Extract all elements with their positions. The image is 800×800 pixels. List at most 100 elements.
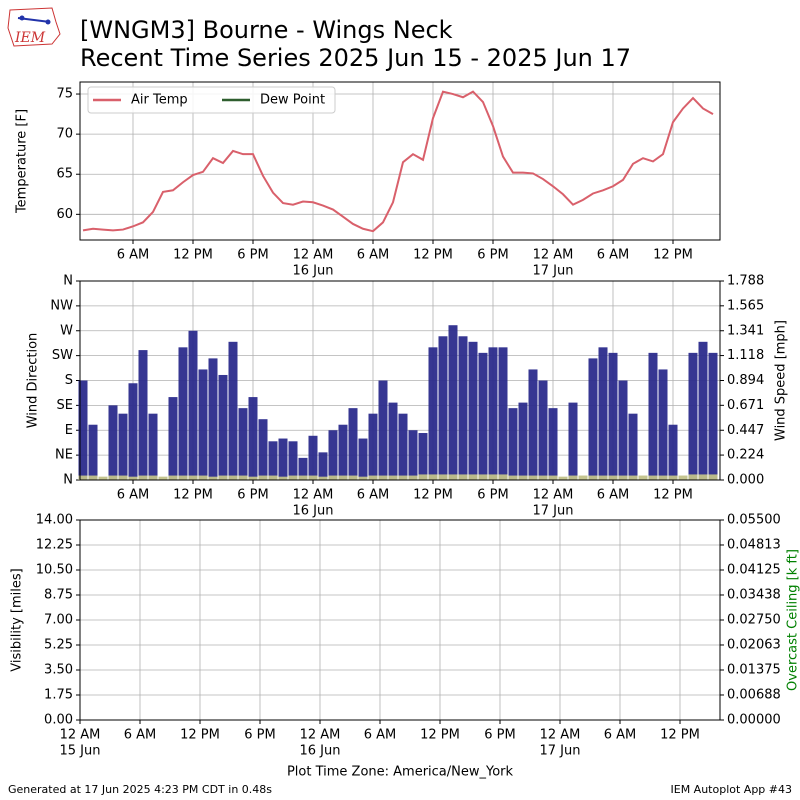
x-tick-date: 17 Jun	[540, 744, 581, 759]
x-tick-label: 6 AM	[117, 488, 150, 503]
bar	[338, 424, 348, 480]
logo-dot	[19, 15, 25, 21]
bar	[338, 475, 348, 480]
bar	[98, 476, 108, 480]
bar	[348, 408, 358, 480]
bar	[378, 475, 388, 480]
y-tick-label: 3.50	[44, 663, 73, 678]
bar	[148, 475, 158, 480]
bar	[308, 435, 318, 480]
bar	[438, 336, 448, 480]
x-tick-label: 12 PM	[413, 488, 453, 503]
x-tick-label: 6 PM	[477, 248, 508, 263]
bar	[648, 475, 658, 480]
bar	[598, 475, 608, 480]
bar	[528, 369, 538, 480]
x-tick-label: 6 AM	[117, 248, 150, 263]
x-tick-label: 6 AM	[364, 728, 397, 743]
x-tick-label: 12 AM	[293, 488, 334, 503]
bar	[618, 475, 628, 480]
series-line	[82, 90, 714, 233]
bar	[138, 350, 148, 480]
bar	[278, 476, 288, 480]
x-tick-label: 6 AM	[597, 488, 630, 503]
bar	[128, 383, 138, 480]
bar	[448, 474, 458, 480]
x-tick-label: 12 PM	[413, 248, 453, 263]
plot-frame	[79, 81, 721, 241]
y2-tick-label: 0.00688	[727, 687, 781, 702]
bar	[248, 397, 258, 480]
y2-tick-label: 0.03438	[727, 587, 781, 602]
bar	[148, 413, 158, 480]
bar	[428, 347, 438, 480]
bar	[548, 408, 558, 480]
y-tick-label: 8.75	[44, 588, 73, 603]
bar	[508, 408, 518, 480]
bar	[208, 476, 218, 480]
bar	[518, 475, 528, 480]
y-tick-label: N	[63, 274, 73, 289]
bar	[298, 475, 308, 480]
y-tick-label: E	[65, 423, 73, 438]
bar	[108, 405, 118, 480]
bar	[358, 438, 368, 480]
x-tick-label: 6 AM	[604, 728, 637, 743]
bar	[658, 475, 668, 480]
x-tick-label: 6 PM	[477, 488, 508, 503]
bar	[198, 475, 208, 480]
bar	[688, 352, 698, 480]
bar	[458, 474, 468, 480]
bar	[578, 475, 588, 480]
bar	[658, 369, 668, 480]
y2-tick-label: 0.05500	[727, 513, 781, 528]
bar	[708, 352, 718, 480]
bar	[588, 358, 598, 480]
bar	[668, 424, 678, 480]
bar	[398, 475, 408, 480]
x-tick-label: 12 AM	[293, 248, 334, 263]
bar	[678, 475, 688, 480]
y-tick-label: NE	[55, 448, 73, 463]
x-tick-label: 12 PM	[173, 488, 213, 503]
y-axis-label: Wind Direction	[26, 333, 41, 429]
x-tick-label: 12 AM	[60, 728, 101, 743]
x-tick-label: 6 PM	[237, 248, 268, 263]
bar	[538, 475, 548, 480]
x-tick-date: 16 Jun	[293, 504, 334, 519]
bar	[228, 475, 238, 480]
y2-axis-label: Overcast Ceiling [k ft]	[786, 549, 800, 691]
y-tick-label: 14.00	[36, 513, 73, 528]
y-tick-label: 60	[56, 207, 73, 222]
y2-axis-label: Wind Speed [mph]	[774, 320, 789, 441]
bar	[488, 347, 498, 480]
bar	[668, 475, 678, 480]
bar	[448, 325, 458, 480]
bar	[478, 352, 488, 480]
logo-outline	[7, 7, 61, 47]
bar	[698, 341, 708, 480]
bar	[108, 475, 118, 480]
y2-tick-label: 0.671	[727, 398, 764, 413]
x-tick-label: 6 AM	[124, 728, 157, 743]
bar	[118, 475, 128, 480]
bar	[288, 441, 298, 480]
bar	[538, 380, 548, 480]
x-tick-label: 12 AM	[533, 488, 574, 503]
bar	[88, 424, 98, 480]
bar	[188, 330, 198, 480]
bar	[258, 475, 268, 480]
bar	[458, 336, 468, 480]
legend-box	[87, 86, 336, 114]
y2-tick-label: 0.02063	[727, 637, 781, 652]
bar	[438, 474, 448, 480]
x-tick-date: 17 Jun	[533, 264, 574, 279]
y2-tick-label: 0.04813	[727, 537, 781, 552]
x-tick-label: 12 PM	[180, 728, 220, 743]
y-tick-label: 10.50	[36, 563, 73, 578]
x-tick-label: 6 AM	[597, 248, 630, 263]
legend-label: Dew Point	[260, 93, 325, 108]
bar	[318, 452, 328, 480]
bar	[368, 475, 378, 480]
